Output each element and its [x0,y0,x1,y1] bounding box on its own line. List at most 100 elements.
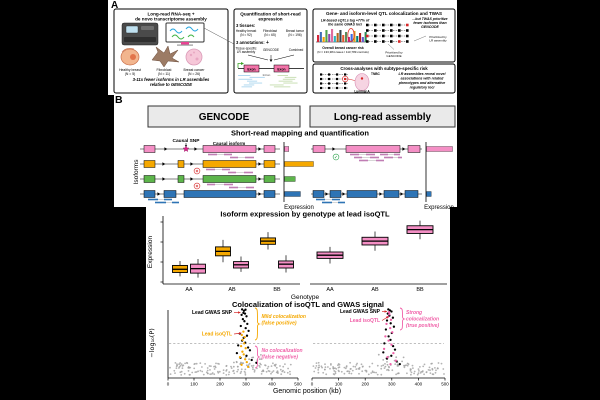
subtype-transcript-models [320,73,356,90]
svg-text:500: 500 [294,382,302,387]
box2-title-1: Quantification of short-read [240,12,301,17]
section3-title: Colocalization of isoQTL and GWAS signal [232,300,384,309]
svg-text:(false negative): (false negative) [262,355,299,361]
figure-bg-panel-b-bottom [146,206,450,400]
panel-a-label: A [111,0,118,11]
svg-text:(false positive): (false positive) [262,321,297,327]
colocalization-plots: 0 0 100 100 200 200 300 300 400 400 500 500 Lead GWA… [167,307,449,387]
tumor-icon [185,48,203,66]
svg-text:AA: AA [185,287,193,293]
plus-sign: + [266,40,269,46]
svg-text:✕: ✕ [195,169,199,174]
svg-text:(N = 26): (N = 26) [188,72,200,76]
svg-text:0: 0 [167,382,170,387]
svg-text:Fibroblast: Fibroblast [263,29,277,33]
annotation-option-2: GENCODE [263,48,279,52]
annotation-option-3: Combined [289,48,304,52]
panel-b-label: B [115,94,123,106]
twas-transcript-models [366,23,427,50]
causal-isoform-label: Causal isoform [213,141,246,146]
converging-arrows [247,54,295,62]
svg-text:400: 400 [268,382,276,387]
box3-right-note-1: ...but TWAS prioritize [412,17,447,21]
box1-note-2: relative to GENCODE [150,82,192,87]
svg-text:No colocalization: No colocalization [262,348,303,354]
svg-text:Fibroblast: Fibroblast [157,68,172,72]
section2-title: Isoform expression by genotype at lead i… [220,210,390,219]
svg-text:Mild colocalization: Mild colocalization [262,314,306,320]
svg-text:BB: BB [273,287,281,293]
expression-label-left: Expression [284,205,314,211]
highlight-ellipse [347,28,355,42]
genomic-position-label: Genomic position (kb) [273,388,341,395]
legend-gencode-1: Prioritized by [385,51,403,55]
svg-text:200: 200 [361,382,369,387]
exon-box-2 [273,64,290,73]
svg-text:(N = 92): (N = 92) [240,33,252,37]
box3-risk-1: Overall breast cancer risk [322,46,364,50]
body-silhouette-icon [354,73,370,91]
causal-snp-label: Causal SNP [173,138,201,144]
svg-text:Healthy breast: Healthy breast [119,68,141,72]
box3-left-note-2: the same GWAS loci [328,23,363,27]
svg-text:300: 300 [388,382,396,387]
svg-text:Breast tumor: Breast tumor [286,29,305,33]
svg-text:✓: ✓ [334,155,338,160]
luminal-a-label: Luminal A [354,90,370,94]
tnbc-label: TNBC [371,72,381,76]
section1-title: Short-read mapping and quantification [231,129,369,138]
longread-header-box [309,105,456,128]
box4-note-1: LR assemblies reveal novel [399,72,447,76]
fibroblast-icon [151,45,180,68]
box1-title-2: de novo transcriptome assembly [135,17,207,22]
longread-header-label: Long-read assembly [334,112,432,123]
svg-text:Breast cancer: Breast cancer [184,68,206,72]
connector-line [203,27,235,45]
box4-border [312,63,456,94]
annotation-option-1a: Tissue-specific [236,47,257,51]
svg-text:(N = 11): (N = 11) [158,72,170,76]
legend-lr-1: Prioritized by [429,35,447,39]
box1-tissue-labels: Healthy breast(N = 5) Fibroblast(N = 11) B… [119,68,205,76]
figure-content: A Long-read RNA-seq + de novo transcript… [111,0,456,395]
expression-label-right: Expression [424,205,454,211]
svg-text:colocalization: colocalization [406,317,439,323]
box4-note-4: regulatory loci [410,86,436,90]
box2-tissue-labels: Healthy breast(N = 92) Fibroblast(N = 65)… [236,29,305,37]
gencode-header-label: GENCODE [199,112,250,123]
svg-text:200: 200 [216,382,224,387]
svg-text:(N = 5): (N = 5) [125,72,135,76]
svg-text:100: 100 [335,382,343,387]
svg-text:100: 100 [190,382,198,387]
box3-risk-2: (N = 133,384 cases / 113,789 controls) [317,50,369,54]
expression-y-axis-label: Expression [147,236,154,269]
box2-title-2: expression [258,17,282,22]
genotype-boxplots: AA AA AB AB BB BB [160,216,447,293]
svg-text:0: 0 [311,382,314,387]
svg-text:✕: ✕ [195,184,199,189]
box2-read-pileups [238,75,298,88]
svg-text:300: 300 [242,382,250,387]
box2-tissues-label: 3 tissues: [236,23,255,28]
svg-text:AA: AA [326,287,334,293]
exon-label-1: Exon [247,67,255,71]
box3-right-note-3: GENCODE [421,25,439,29]
svg-text:BB: BB [416,287,424,293]
box3-right-note-2: fewer isoforms than [413,21,446,25]
genotype-axis-label: Genotype [291,294,320,301]
legend-lr-2: LR assembly [429,39,447,43]
svg-text:Lead GWAS SNP: Lead GWAS SNP [192,310,233,316]
monitor-icon [165,22,205,46]
svg-text:Lead GWAS SNP: Lead GWAS SNP [340,309,381,315]
svg-text:(N = 65): (N = 65) [264,33,276,37]
svg-text:Lead isoQTL: Lead isoQTL [202,332,232,338]
exon-label-2: Exon [277,67,285,71]
svg-text:AB: AB [228,287,236,293]
box3-left-note-1: LR-based eQTLs tag +77% of [321,19,370,23]
box2-annotations-label: 3 annotations: [236,40,265,45]
gene-model-diagram: Exon Exon Intron [237,62,304,77]
box4-note-2: associations with related [401,77,445,81]
svg-text:Strong: Strong [406,310,422,316]
